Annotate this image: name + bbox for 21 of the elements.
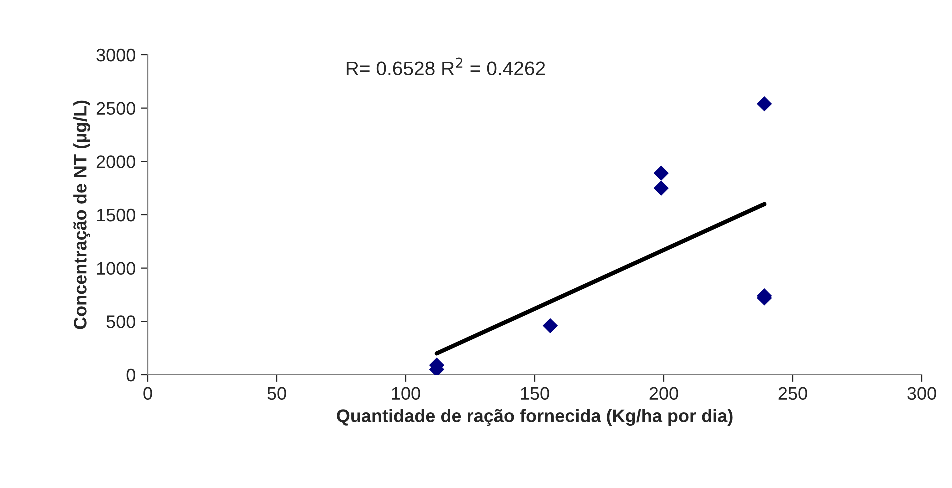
y-tick-label: 1500: [97, 208, 136, 222]
y-axis-title: Concentração de NT (µg/L): [74, 100, 90, 330]
x-tick-label: 150: [521, 387, 550, 400]
y-tick-label: 500: [106, 316, 136, 328]
y-tick-label: 2500: [96, 102, 136, 116]
x-tick-label: 0: [144, 387, 152, 400]
x-axis-title: Quantidade de ração fornecida (Kg/ha por dia): [337, 409, 733, 426]
x-tick-label: 200: [650, 387, 678, 400]
point: [654, 166, 670, 182]
x-tick-label: 300: [908, 387, 936, 400]
x-tick-label: 50: [268, 387, 286, 400]
y-tick-label: 0: [126, 368, 136, 382]
y-tick-label: 3000: [96, 48, 136, 62]
x-tick-label: 250: [778, 387, 808, 400]
y-tick-label: 1000: [97, 262, 136, 276]
x-tick-label: 100: [392, 387, 420, 400]
point: [542, 318, 558, 334]
y-tick-label: 2000: [96, 156, 136, 168]
point: [757, 96, 772, 112]
point: [654, 180, 670, 196]
annotation: R= 0.6528 R$^{2}$ = 0.4262: [346, 58, 546, 76]
